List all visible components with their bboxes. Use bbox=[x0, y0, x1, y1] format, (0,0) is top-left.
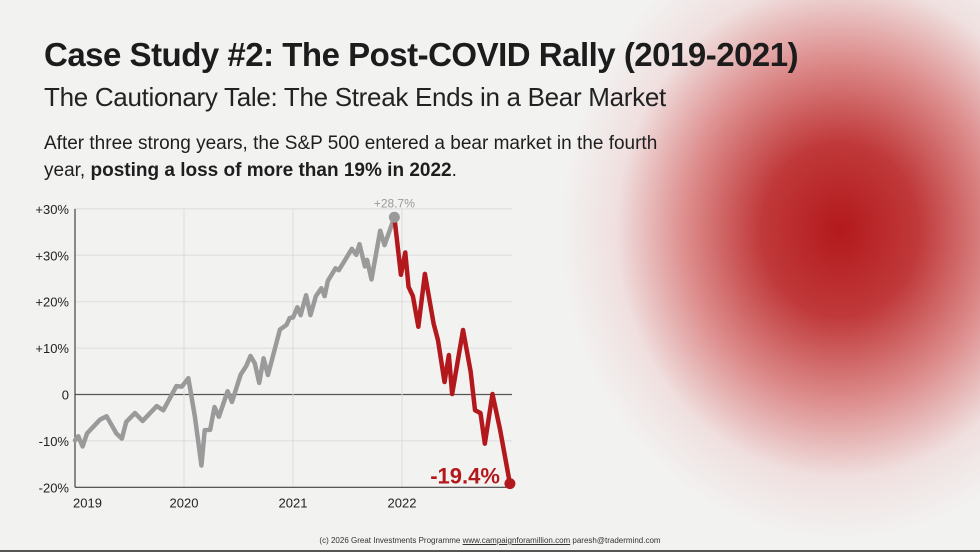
data-point-marker bbox=[504, 478, 516, 490]
body-text-bold: a loss of more than 19% in 2022 bbox=[159, 160, 452, 181]
y-tick-label: +10% bbox=[35, 341, 69, 356]
x-tick-label: 2021 bbox=[279, 495, 308, 510]
body-text-part: After three strong years, the S&P 500 en… bbox=[44, 133, 658, 181]
y-tick-label: -20% bbox=[39, 480, 70, 495]
page-subtitle: The Cautionary Tale: The Streak Ends in … bbox=[44, 82, 666, 112]
footer-copyright: (c) 2026 Great Investments Programme bbox=[319, 536, 463, 545]
footer: (c) 2026 Great Investments Programme www… bbox=[0, 536, 980, 545]
divider bbox=[0, 550, 980, 552]
body-text: After three strong years, the S&P 500 en… bbox=[44, 130, 684, 184]
y-tick-label: +30% bbox=[35, 202, 69, 217]
peak-label: +28.7% bbox=[374, 196, 415, 210]
series-line-red bbox=[392, 215, 513, 486]
x-tick-label: 2022 bbox=[388, 495, 417, 510]
x-tick-label: 2020 bbox=[170, 495, 199, 510]
footer-email: paresh@tradermind.com bbox=[570, 536, 661, 545]
footer-link[interactable]: www.campaignforamillion.com bbox=[462, 536, 571, 545]
trough-label: -19.4% bbox=[430, 464, 500, 489]
x-tick-label: 2019 bbox=[73, 495, 102, 510]
page-title: Case Study #2: The Post-COVID Rally (201… bbox=[44, 36, 799, 73]
body-text-part: . bbox=[451, 160, 457, 181]
y-tick-label: +30% bbox=[35, 248, 69, 263]
y-tick-label: 0 bbox=[62, 388, 69, 403]
body-text-bold: posting bbox=[90, 160, 160, 181]
y-tick-label: -10% bbox=[39, 434, 70, 449]
series-line-gray bbox=[72, 215, 397, 468]
data-point-marker bbox=[388, 211, 400, 223]
y-tick-label: +20% bbox=[35, 295, 69, 310]
